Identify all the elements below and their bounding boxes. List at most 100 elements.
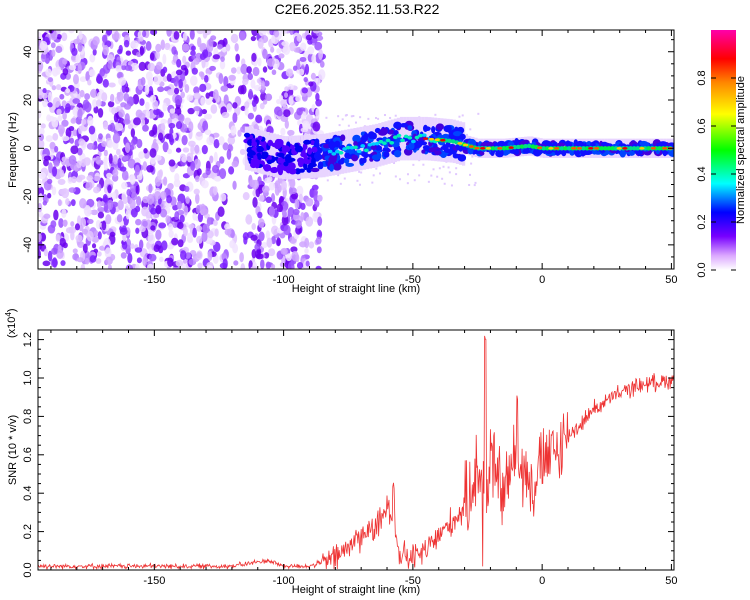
heatmap-cell [127, 158, 136, 169]
heatmap-cell [363, 125, 366, 128]
heatmap-cell [95, 219, 102, 229]
heatmap-cell [371, 142, 376, 146]
heatmap-cell [354, 121, 357, 124]
heatmap-cell [80, 263, 86, 269]
heatmap-cell [224, 223, 231, 230]
heatmap-cell [316, 229, 323, 240]
heatmap-cell [157, 86, 165, 93]
heatmap-cell [177, 221, 184, 230]
heatmap-cell [193, 106, 202, 112]
heatmap-cell [136, 138, 143, 149]
heatmap-cell [392, 135, 398, 140]
heatmap-cell [150, 207, 157, 215]
heatmap-cell [298, 68, 305, 76]
x-tick-label: 0 [539, 274, 545, 286]
heatmap-cell [162, 75, 168, 82]
heatmap-cell [51, 49, 56, 57]
heatmap-cell [326, 179, 329, 182]
heatmap-cell [184, 185, 190, 193]
heatmap-cell [339, 182, 342, 185]
heatmap-cell [304, 63, 310, 75]
heatmap-cell [361, 152, 370, 158]
spectrogram-frame [37, 29, 675, 270]
heatmap-cell [508, 146, 514, 149]
heatmap-cell [526, 143, 532, 149]
heatmap-cell [212, 89, 219, 100]
heatmap-cell [271, 225, 279, 236]
heatmap-cell [367, 142, 373, 147]
heatmap-cell [276, 109, 283, 117]
heatmap-cell [271, 69, 277, 76]
heatmap-cell [360, 171, 363, 174]
heatmap-cell [201, 231, 208, 242]
heatmap-cell [149, 148, 157, 158]
heatmap-cell [468, 183, 471, 186]
heatmap-cell [240, 63, 248, 75]
heatmap-cell [201, 108, 208, 115]
heatmap-cell [301, 87, 308, 94]
heatmap-cell [457, 142, 463, 145]
heatmap-cell [135, 109, 143, 118]
heatmap-cell [112, 154, 118, 165]
heatmap-cell [393, 121, 402, 129]
heatmap-cell [121, 181, 128, 190]
heatmap-cell [269, 132, 273, 177]
heatmap-cell [38, 202, 43, 213]
x-tick-label: -150 [143, 575, 165, 587]
heatmap-cell [177, 113, 185, 123]
heatmap-cell [278, 53, 285, 59]
heatmap-cell [76, 257, 84, 263]
heatmap-cell [244, 106, 249, 116]
heatmap-cell [112, 168, 119, 177]
heatmap-cell [91, 236, 100, 243]
heatmap-cell [86, 198, 95, 208]
heatmap-cell [150, 30, 158, 36]
heatmap-cell [206, 136, 215, 146]
heatmap-cell [121, 240, 128, 250]
heatmap-cell [171, 46, 177, 55]
heatmap-cell [42, 200, 48, 206]
heatmap-cell [334, 149, 340, 154]
heatmap-cell [121, 170, 129, 181]
heatmap-cell [114, 30, 120, 41]
heatmap-cell [363, 148, 369, 153]
heatmap-cell [261, 241, 268, 249]
heatmap-cell [95, 258, 102, 264]
heatmap-cell [606, 146, 612, 151]
heatmap-cell [209, 155, 214, 164]
heatmap-cell [566, 146, 572, 151]
spectrogram-panel: -150 -100 -50 0 50 -40 -20 0 20 40 Height of str… [7, 29, 678, 295]
heatmap-cell [305, 260, 310, 267]
heatmap-cell [142, 196, 150, 204]
heatmap-cell [255, 249, 261, 259]
heatmap-cell [202, 30, 208, 39]
heatmap-cell [77, 63, 82, 75]
heatmap-cell [193, 188, 200, 195]
heatmap-cell [650, 146, 656, 150]
heatmap-cell [233, 260, 239, 266]
heatmap-cell [289, 177, 296, 189]
heatmap-cell [443, 182, 446, 185]
heatmap-cell [160, 190, 167, 200]
heatmap-cell [514, 149, 520, 155]
heatmap-cell [185, 196, 190, 204]
heatmap-cell [639, 140, 649, 147]
heatmap-cell [259, 102, 265, 110]
heatmap-cell [61, 119, 69, 127]
heatmap-cell [266, 237, 273, 248]
heatmap-cell [102, 78, 109, 88]
heatmap-cell [499, 149, 504, 157]
heatmap-cell [124, 142, 131, 154]
heatmap-cell [68, 30, 75, 34]
heatmap-cell [217, 206, 225, 217]
heatmap-cell [138, 61, 147, 71]
heatmap-cell [70, 230, 75, 241]
heatmap-cell [310, 167, 320, 173]
heatmap-cell [142, 30, 147, 38]
heatmap-cell [413, 179, 416, 182]
heatmap-cell [40, 123, 46, 129]
y-tick-label: 20 [22, 94, 34, 106]
heatmap-cell [622, 146, 628, 150]
heatmap-cell [81, 158, 86, 168]
heatmap-cell [176, 58, 182, 68]
